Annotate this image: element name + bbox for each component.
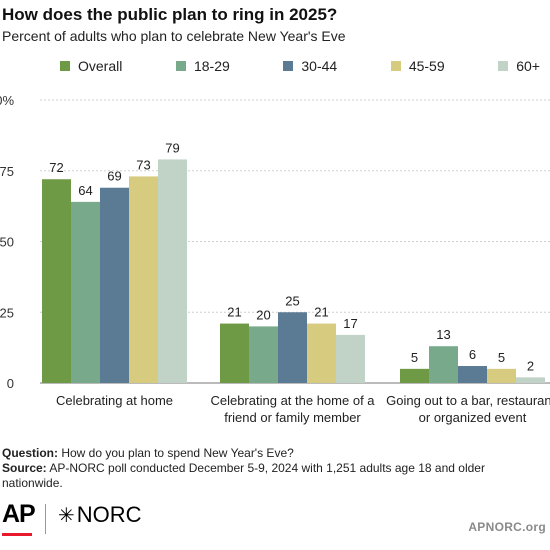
bar xyxy=(336,334,365,383)
chart-notes: Question: How do you plan to spend New Y… xyxy=(2,446,542,491)
bar-value-label: 20 xyxy=(256,307,270,322)
bar-value-label: 17 xyxy=(343,316,357,331)
bar-value-label: 21 xyxy=(227,305,241,320)
y-tick-label: 0 xyxy=(7,376,14,391)
bar xyxy=(220,323,249,383)
legend-swatch-60-plus xyxy=(498,61,509,71)
bar-value-label: 5 xyxy=(411,350,418,365)
bar-value-label: 5 xyxy=(498,350,505,365)
bar-value-label: 13 xyxy=(436,327,450,342)
bar xyxy=(129,176,158,383)
chart-subtitle: Percent of adults who plan to celebrate … xyxy=(2,28,346,44)
y-tick-label: 100% xyxy=(0,93,14,108)
question-label: Question: xyxy=(2,446,58,460)
ap-logo: AP xyxy=(2,500,36,528)
bar xyxy=(307,323,336,383)
logo-divider xyxy=(45,504,46,534)
x-category-label: or organized event xyxy=(419,410,527,425)
source-text: AP-NORC poll conducted December 5-9, 202… xyxy=(2,461,485,490)
bar xyxy=(278,312,307,383)
legend-swatch-overall xyxy=(60,61,70,71)
bar xyxy=(71,201,100,383)
x-category-label: friend or family member xyxy=(224,410,361,425)
legend-item-30-44: 30-44 xyxy=(283,58,337,74)
question-text: How do you plan to spend New Year's Eve? xyxy=(61,446,294,460)
legend-label-overall: Overall xyxy=(78,58,123,74)
x-category-label: Celebrating at the home of a xyxy=(210,393,375,408)
bar xyxy=(100,187,129,383)
bar xyxy=(42,179,71,383)
source-note: Source: AP-NORC poll conducted December … xyxy=(2,461,542,491)
legend-label-60-plus: 60+ xyxy=(516,58,540,74)
source-label: Source: xyxy=(2,461,47,475)
ap-logo-underline xyxy=(2,533,32,536)
footer: AP ✳ NORC APNORC.org xyxy=(0,500,550,542)
chart-legend: Overall 18-29 30-44 45-59 60+ xyxy=(60,58,540,74)
chart-title: How does the public plan to ring in 2025… xyxy=(2,5,338,24)
bar xyxy=(487,368,516,383)
legend-label-45-59: 45-59 xyxy=(408,58,445,74)
bar xyxy=(249,326,278,383)
site-url: APNORC.org xyxy=(468,520,546,534)
bar-value-label: 21 xyxy=(314,305,328,320)
legend-swatch-18-29 xyxy=(175,61,186,71)
bar-value-label: 64 xyxy=(78,183,92,198)
x-category-label: Celebrating at home xyxy=(56,393,173,408)
bar-chart: 0 25 50 75 100% 72 21 5 64 20 13 69 25 6 73 21 5 79 17 2 Cel… xyxy=(0,93,550,425)
bar xyxy=(516,377,545,383)
bar xyxy=(458,366,487,383)
bar-value-label: 73 xyxy=(136,157,150,172)
bar-value-label: 6 xyxy=(469,347,476,362)
norc-logo: ✳ NORC xyxy=(58,502,142,528)
y-tick-label: 75 xyxy=(0,164,14,179)
norc-logo-text: NORC xyxy=(76,502,142,527)
bar-value-label: 72 xyxy=(49,160,63,175)
legend-item-45-59: 45-59 xyxy=(390,58,445,74)
legend-item-60-plus: 60+ xyxy=(498,58,540,74)
bar xyxy=(429,346,458,383)
norc-star-icon: ✳ xyxy=(58,504,75,527)
legend-swatch-30-44 xyxy=(283,61,294,71)
bar xyxy=(158,159,187,383)
legend-label-30-44: 30-44 xyxy=(301,58,338,74)
bar-value-label: 69 xyxy=(107,169,121,184)
legend-item-18-29: 18-29 xyxy=(175,58,230,74)
bar-value-label: 2 xyxy=(527,358,534,373)
y-tick-label: 25 xyxy=(0,305,14,320)
legend-label-18-29: 18-29 xyxy=(193,58,230,74)
bar-value-label: 25 xyxy=(285,293,299,308)
x-category-label: Going out to a bar, restaurant, xyxy=(386,393,550,408)
bar-value-label: 79 xyxy=(165,140,179,155)
legend-item-overall: Overall xyxy=(60,58,122,74)
legend-swatch-45-59 xyxy=(390,61,401,71)
y-tick-label: 50 xyxy=(0,235,14,250)
question-note: Question: How do you plan to spend New Y… xyxy=(2,446,542,461)
bar xyxy=(400,368,429,383)
